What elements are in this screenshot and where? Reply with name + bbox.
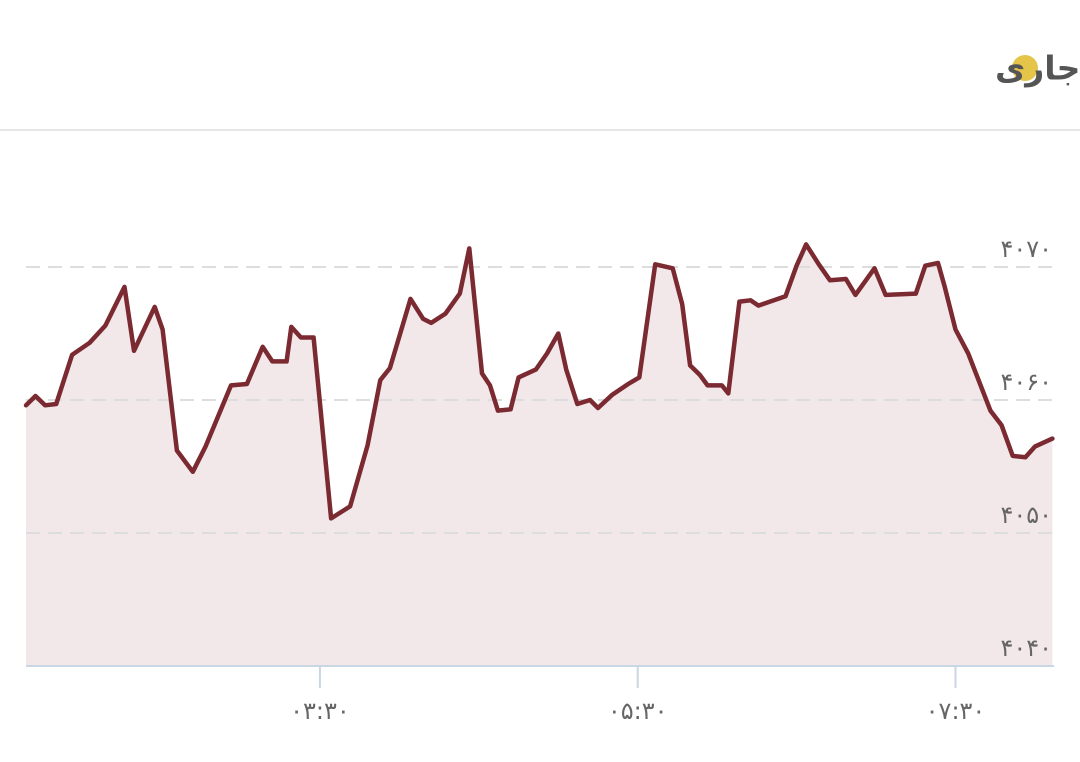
y-tick-label: ۴۰۷۰ xyxy=(1000,235,1052,263)
y-tick-label: ۴۰۴۰ xyxy=(1000,634,1052,662)
y-tick-label: ۴۰۵۰ xyxy=(1000,501,1052,529)
x-tick-label: ۰۳:۳۰ xyxy=(290,697,350,725)
x-tick-label: ۰۷:۳۰ xyxy=(926,697,986,725)
price-line xyxy=(23,242,1055,521)
chart-title: نوسانات انس طلا در روز جاری xyxy=(995,49,1080,89)
y-tick-label: ۴۰۶۰ xyxy=(1000,368,1052,396)
title-marker xyxy=(1012,55,1038,81)
area-fill xyxy=(26,244,1053,666)
x-tick-label: ۰۵:۳۰ xyxy=(608,697,668,725)
